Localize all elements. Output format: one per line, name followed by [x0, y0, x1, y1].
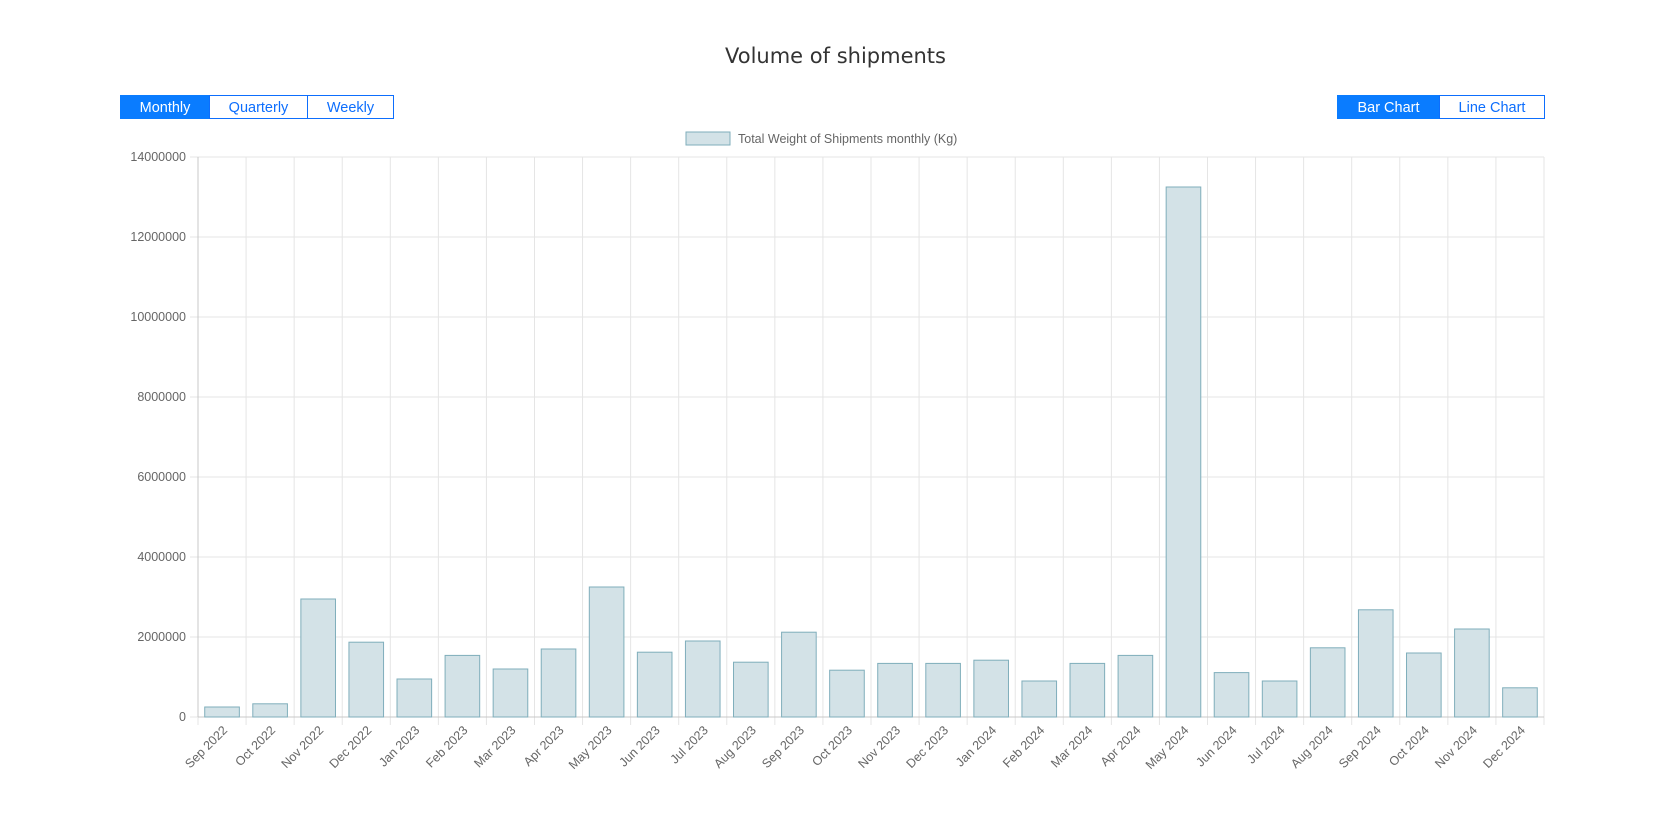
x-tick-label: Jul 2024 [1244, 723, 1287, 766]
x-tick-label: Sep 2022 [182, 723, 230, 771]
y-tick-label: 14000000 [130, 150, 186, 164]
bar [636, 651, 673, 718]
x-tick-label: Sep 2023 [759, 723, 807, 771]
x-tick-label: Jun 2023 [617, 723, 663, 769]
y-tick-label: 2000000 [137, 630, 186, 644]
bar [252, 703, 288, 718]
x-tick-label: Nov 2023 [855, 723, 903, 771]
bar [492, 668, 529, 718]
bar [1502, 687, 1538, 718]
x-tick-label: Jun 2024 [1193, 723, 1239, 769]
bar [588, 586, 625, 718]
bar [973, 659, 1009, 718]
bar [1261, 680, 1298, 718]
x-tick-label: Apr 2023 [521, 723, 567, 769]
x-tick-label: Sep 2024 [1336, 723, 1384, 771]
bar [348, 641, 385, 718]
bar [829, 669, 865, 718]
x-tick-label: Nov 2024 [1432, 723, 1480, 771]
x-tick-label: Mar 2024 [1048, 723, 1095, 770]
x-tick-label: Nov 2022 [279, 723, 327, 771]
x-tick-label: Dec 2024 [1480, 723, 1528, 771]
bar [204, 706, 240, 718]
page-title: Volume of shipments [725, 44, 946, 68]
legend-label: Total Weight of Shipments monthly (Kg) [738, 132, 957, 146]
x-tick-label: Oct 2024 [1386, 723, 1432, 769]
y-tick-label: 8000000 [137, 390, 186, 404]
x-tick-label: Oct 2023 [809, 723, 855, 769]
bar [1357, 609, 1394, 718]
y-tick-label: 4000000 [137, 550, 186, 564]
x-tick-label: May 2024 [1143, 723, 1192, 772]
x-tick-label: May 2023 [566, 723, 615, 772]
monthly-button[interactable]: Monthly [120, 95, 210, 119]
legend: Total Weight of Shipments monthly (Kg) [685, 131, 957, 146]
bar [1021, 680, 1058, 718]
x-tick-label: Apr 2024 [1098, 723, 1144, 769]
bar [396, 678, 433, 718]
x-tick-label: Mar 2023 [471, 723, 518, 770]
x-tick-label: Feb 2023 [423, 723, 470, 770]
bar [1454, 628, 1490, 718]
chart-type-toggle-group: Bar Chart Line Chart [1337, 95, 1545, 119]
x-tick-label: Aug 2024 [1288, 723, 1336, 771]
bar [1213, 672, 1250, 718]
x-tick-label: Aug 2023 [711, 723, 759, 771]
bar [1406, 652, 1442, 718]
bar [444, 654, 481, 718]
line-chart-button[interactable]: Line Chart [1439, 95, 1545, 119]
x-tick-label: Oct 2022 [232, 723, 278, 769]
bar [300, 598, 336, 718]
x-tick-label: Jul 2023 [668, 723, 711, 766]
bar [1309, 647, 1346, 718]
bar [925, 662, 961, 718]
bar [877, 662, 913, 718]
bar [1117, 654, 1154, 718]
x-tick-label: Dec 2023 [903, 723, 951, 771]
bar [781, 631, 817, 718]
x-tick-label: Feb 2024 [1000, 723, 1047, 770]
y-tick-label: 0 [179, 710, 186, 724]
y-tick-label: 12000000 [130, 230, 186, 244]
x-tick-label: Jan 2023 [376, 723, 422, 769]
bar [1165, 186, 1202, 718]
x-tick-label: Jan 2024 [953, 723, 999, 769]
bar [733, 661, 769, 718]
period-toggle-group: Monthly Quarterly Weekly [120, 95, 394, 119]
bar [1069, 662, 1106, 718]
bar [684, 640, 721, 718]
x-tick-label: Dec 2022 [327, 723, 375, 771]
bar [540, 648, 577, 718]
y-tick-label: 10000000 [130, 310, 186, 324]
legend-swatch [685, 131, 731, 146]
y-tick-label: 6000000 [137, 470, 186, 484]
weekly-button[interactable]: Weekly [307, 95, 394, 119]
